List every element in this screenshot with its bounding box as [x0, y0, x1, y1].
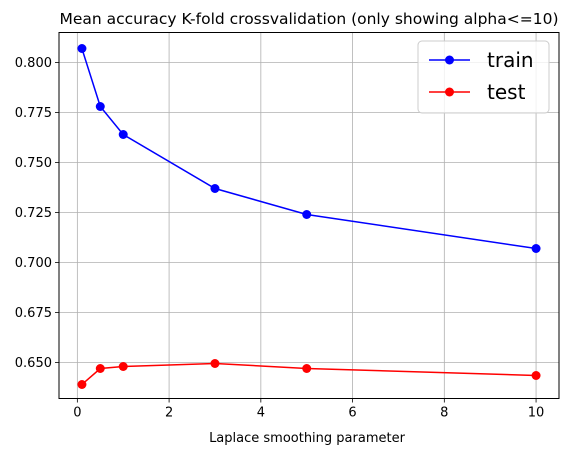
legend-label-test: test [487, 80, 526, 104]
x-tick-label: 6 [348, 406, 356, 421]
data-point-test [118, 362, 128, 371]
y-tick-label: 0.700 [15, 256, 52, 271]
data-point-test [210, 359, 220, 368]
data-point-train [531, 244, 541, 253]
legend-marker-train [445, 55, 454, 65]
x-tick-label: 10 [528, 406, 545, 421]
legend: train test [417, 40, 550, 114]
data-point-test [531, 371, 541, 380]
data-point-test [95, 364, 105, 373]
x-tick-label: 2 [165, 406, 173, 421]
data-point-test [302, 364, 312, 373]
legend-marker-test [445, 87, 454, 97]
x-tick-label: 4 [257, 406, 265, 421]
x-tick-label: 8 [440, 406, 448, 421]
x-tick-label: 0 [73, 406, 81, 421]
data-point-train [95, 102, 105, 111]
data-point-train [210, 184, 220, 193]
data-point-test [77, 380, 87, 389]
y-tick-label: 0.650 [15, 356, 52, 371]
y-tick-label: 0.775 [15, 106, 52, 121]
series-line-train [81, 48, 537, 250]
legend-label-train: train [487, 48, 534, 72]
data-point-train [118, 130, 128, 139]
x-axis-label: Laplace smoothing parameter [209, 431, 406, 446]
y-axis: 0.650 0.675 0.700 0.725 0.750 0.775 0.800 [15, 56, 59, 371]
x-axis: 0 2 4 6 8 10 [73, 398, 545, 421]
chart-title: Mean accuracy K-fold crossvalidation (on… [59, 10, 558, 28]
y-tick-label: 0.725 [15, 206, 52, 221]
y-tick-label: 0.800 [15, 56, 52, 71]
y-tick-label: 0.675 [15, 306, 52, 321]
data-point-train [302, 210, 312, 219]
plot-frame [58, 32, 560, 399]
series-layer [77, 44, 541, 389]
data-point-train [77, 44, 87, 53]
y-tick-label: 0.750 [15, 156, 52, 171]
